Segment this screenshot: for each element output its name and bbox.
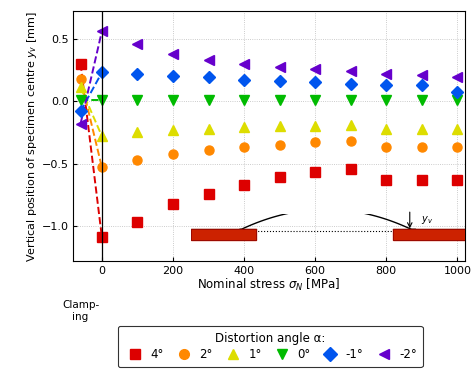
Legend: 4°, 2°, 1°, 0°, -1°, -2°: 4°, 2°, 1°, 0°, -1°, -2° <box>118 326 423 367</box>
X-axis label: Nominal stress $\sigma_N$ [MPa]: Nominal stress $\sigma_N$ [MPa] <box>197 278 341 294</box>
Y-axis label: Vertical position of specimen centre $y_v$ [mm]: Vertical position of specimen centre $y_… <box>25 11 39 261</box>
Text: Clamp-
ing: Clamp- ing <box>62 300 99 322</box>
